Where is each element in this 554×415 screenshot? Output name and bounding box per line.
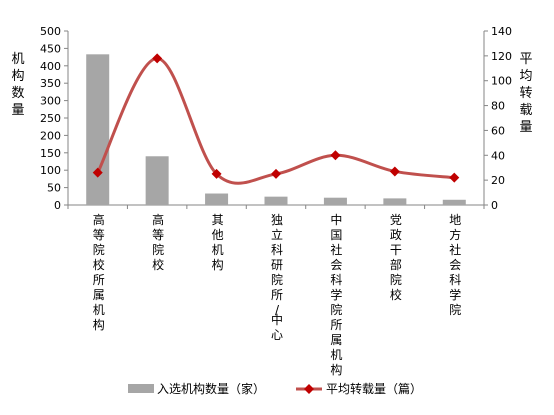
y2-tick-label: 60 (491, 124, 505, 137)
line-point-marker (92, 167, 103, 178)
y-tick-label: 350 (40, 77, 61, 90)
bar (86, 54, 110, 205)
bar (323, 197, 347, 205)
x-tick-label: 独立科研院所/中心 (271, 213, 283, 342)
y-tick-label: 50 (47, 182, 61, 195)
legend-swatch-marker (304, 384, 314, 394)
y-tick-label: 150 (40, 147, 61, 160)
legend-swatch-bars (128, 384, 154, 393)
y-tick-label: 250 (40, 112, 61, 125)
y-tick-label: 0 (54, 199, 61, 212)
line-point-marker (211, 168, 222, 179)
x-tick-label: 其他机构 (212, 213, 224, 272)
y-tick-label: 100 (40, 164, 61, 177)
y2-axis-title: 平均转载量 (519, 52, 532, 135)
y-tick-label: 400 (40, 60, 61, 73)
x-tick-label: 党政干部院校 (390, 212, 402, 302)
line-point-marker (389, 166, 400, 177)
y2-tick-label: 80 (491, 100, 505, 113)
legend: 入选机构数量（家） 平均转载量（篇） (128, 381, 422, 396)
legend-label-line: 平均转载量（篇） (326, 381, 422, 396)
bar (442, 199, 466, 205)
y2-tick-label: 20 (491, 174, 505, 187)
y-tick-label: 500 (40, 25, 61, 38)
x-tick-label: 高等院校所属机构 (93, 212, 105, 332)
x-tick-label: 高等院校 (152, 212, 164, 272)
legend-label-bars: 入选机构数量（家） (157, 381, 265, 396)
y-tick-label: 300 (40, 95, 61, 108)
line-point-marker (330, 150, 341, 161)
x-tick-label: 地方社会科学院 (449, 213, 461, 317)
bar (383, 198, 407, 205)
y-tick-label: 200 (40, 129, 61, 142)
line-layer (92, 53, 460, 185)
y2-tick-label: 100 (491, 75, 512, 88)
labels-layer: 0 50 100 150 200 250 300 350 400 450 500 0 20 40 60 80 1… (11, 25, 532, 377)
axes-layer (64, 30, 488, 209)
y-tick-label: 450 (40, 42, 61, 55)
y2-tick-label: 120 (491, 50, 512, 63)
bars-layer (86, 54, 466, 205)
bar (205, 193, 229, 205)
x-tick-label: 中国社会科学院所属机构 (330, 212, 342, 377)
bar (264, 196, 288, 205)
y-axis-title: 机构数量 (11, 52, 24, 118)
bar (145, 156, 169, 205)
line-point-marker (271, 168, 281, 179)
y2-tick-label: 0 (491, 199, 498, 212)
y2-tick-label: 140 (491, 25, 512, 38)
y2-tick-label: 40 (491, 149, 505, 162)
series-line-avg-reprints (96, 56, 455, 185)
line-point-marker (449, 172, 460, 183)
line-point-marker (152, 53, 163, 64)
